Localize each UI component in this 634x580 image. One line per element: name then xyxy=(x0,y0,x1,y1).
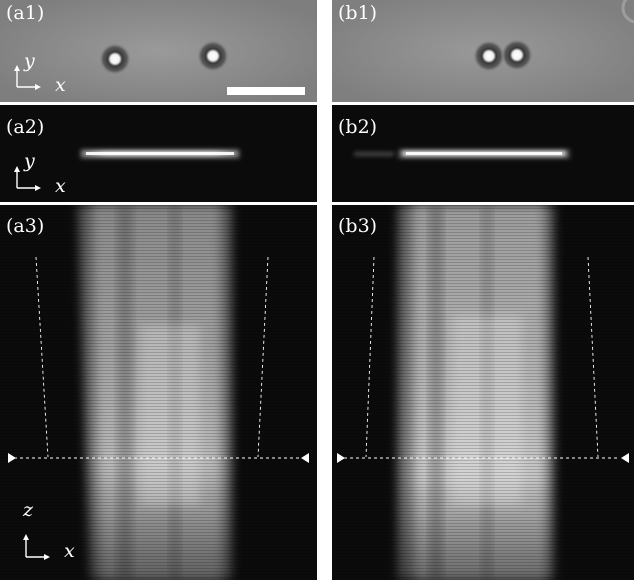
axis-label-z: z xyxy=(23,499,34,521)
axis-label-x: x xyxy=(55,74,66,96)
panel-b3: (b3) xyxy=(332,205,634,580)
panel-a3-image xyxy=(0,205,317,580)
axis-label-x: x xyxy=(64,540,75,562)
axis-arrows-xy xyxy=(14,65,41,90)
particle xyxy=(197,40,229,72)
focal-marker xyxy=(621,453,629,463)
axis-label-y: y xyxy=(24,50,35,72)
panel-b1: (b1) xyxy=(332,0,634,102)
focal-marker xyxy=(337,453,345,463)
axis-arrows-zx xyxy=(23,534,50,560)
panel-b3-image xyxy=(332,205,634,580)
panel-label: (a1) xyxy=(6,2,45,24)
focal-marker xyxy=(301,453,309,463)
axis-arrows-xy xyxy=(14,166,41,191)
panel-a1: (a1) y x xyxy=(0,0,317,102)
axis-label-x: x xyxy=(55,175,66,197)
particle xyxy=(501,39,533,71)
particle xyxy=(473,40,505,72)
panel-a3: (a3) z x xyxy=(0,205,317,580)
panel-b2: (b2) xyxy=(332,105,634,202)
panel-a2: (a2) y x xyxy=(0,105,317,202)
panel-label: (a3) xyxy=(6,215,45,237)
panel-a2-image xyxy=(14,149,240,191)
panel-a1-image xyxy=(0,0,317,102)
axis-label-y: y xyxy=(24,150,35,172)
panel-label: (b1) xyxy=(338,2,378,24)
panel-label: (a2) xyxy=(6,116,45,138)
panel-label: (b2) xyxy=(338,116,378,138)
scale-bar xyxy=(227,87,305,95)
particle xyxy=(99,43,131,75)
panel-b1-image xyxy=(332,0,634,102)
focal-marker xyxy=(8,453,16,463)
panel-label: (b3) xyxy=(338,215,378,237)
panel-b2-image xyxy=(354,149,570,159)
